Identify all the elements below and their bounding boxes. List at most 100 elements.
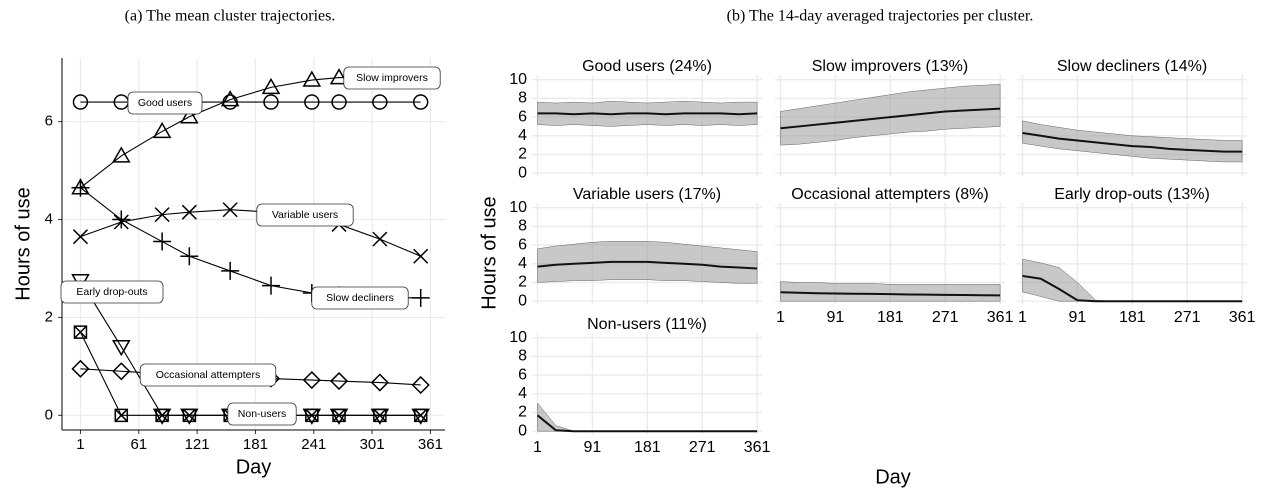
marker (261, 276, 280, 295)
series-label: Variable users (272, 209, 338, 221)
facet-title: Occasional attempters (8%) (791, 186, 988, 203)
marker (181, 204, 197, 220)
marker (112, 340, 131, 357)
x-tick-label: 121 (185, 436, 210, 453)
center-line (537, 112, 758, 116)
x-tick-label: 61 (130, 436, 147, 453)
x-tick-label: 1 (776, 309, 785, 326)
marker (220, 90, 240, 107)
y-tick-label: 6 (518, 236, 527, 253)
marker (152, 121, 172, 139)
facet-title: Slow improvers (13%) (812, 58, 968, 75)
marker (112, 146, 131, 163)
x-axis-label: Day (875, 466, 911, 488)
marker (331, 94, 347, 110)
marker (302, 371, 321, 390)
series-label: Occasional attempters (156, 369, 260, 381)
facet-title: Variable users (17%) (573, 186, 721, 203)
marker (71, 359, 90, 378)
x-tick-label: 181 (877, 309, 904, 326)
series-label: Early drop-outs (76, 286, 147, 298)
y-tick-label: 8 (518, 90, 527, 107)
y-tick-label: 0 (45, 406, 53, 423)
marker (222, 202, 238, 218)
marker (305, 408, 319, 423)
x-tick-label: 91 (1068, 309, 1086, 326)
series-label-box (256, 203, 354, 227)
x-tick-label: 361 (987, 309, 1014, 326)
y-axis-label: Hours of use (478, 196, 500, 309)
marker (154, 207, 170, 223)
series-label-box (343, 66, 441, 90)
x-tick-label: 181 (243, 436, 268, 453)
facet-title: Early drop-outs (13%) (1054, 186, 1210, 203)
series-line (80, 209, 421, 257)
y-tick-label: 10 (509, 71, 527, 88)
center-line (780, 107, 1001, 130)
y-tick-label: 4 (518, 127, 527, 144)
x-tick-label: 271 (1174, 309, 1201, 326)
y-tick-label: 4 (518, 255, 527, 272)
facet-title: Non-users (11%) (587, 316, 707, 333)
y-tick-label: 2 (518, 146, 527, 163)
marker (112, 210, 131, 229)
marker (180, 247, 199, 266)
series-label: Slow improvers (356, 72, 428, 84)
marker (372, 94, 388, 110)
x-tick-label: 181 (1119, 309, 1146, 326)
marker (72, 94, 89, 110)
y-tick-label: 4 (45, 210, 53, 227)
y-tick-label: 0 (518, 422, 527, 439)
facet-title: Good users (24%) (582, 58, 712, 75)
trajectory-band (780, 84, 1001, 146)
marker (114, 408, 129, 423)
caption-b: (b) The 14-day averaged trajectories per… (727, 8, 1034, 25)
x-tick-label: 361 (744, 439, 771, 456)
x-tick-label: 361 (1229, 309, 1256, 326)
series-label: Slow decliners (326, 292, 394, 304)
center-line (1022, 274, 1243, 303)
x-tick-label: 1 (533, 439, 542, 456)
y-tick-label: 8 (518, 348, 527, 365)
x-tick-label: 91 (583, 439, 601, 456)
series-label-box (227, 402, 297, 426)
x-tick-label: 1 (1018, 309, 1027, 326)
x-tick-label: 181 (634, 439, 661, 456)
x-tick-label: 301 (360, 436, 385, 453)
y-tick-label: 2 (518, 404, 527, 421)
y-tick-label: 4 (518, 385, 527, 402)
marker (370, 373, 389, 392)
y-tick-label: 10 (509, 199, 527, 216)
center-line (537, 260, 758, 270)
y-tick-label: 6 (518, 108, 527, 125)
marker (413, 408, 428, 423)
x-tick-label: 1 (76, 436, 84, 453)
marker (182, 408, 197, 423)
marker (261, 77, 281, 95)
marker (263, 94, 279, 110)
marker (411, 288, 430, 307)
center-line (780, 291, 1001, 297)
caption-a: (a) The mean cluster trajectories. (125, 8, 336, 25)
marker (221, 261, 240, 280)
y-tick-label: 2 (518, 274, 527, 291)
y-tick-label: 6 (518, 366, 527, 383)
x-tick-label: 271 (689, 439, 716, 456)
marker (329, 68, 349, 85)
marker (372, 231, 388, 247)
marker (413, 248, 429, 264)
marker (302, 70, 322, 87)
x-tick-label: 241 (301, 436, 326, 453)
y-tick-label: 8 (518, 218, 527, 235)
x-tick-label: 361 (418, 436, 443, 453)
x-tick-label: 271 (932, 309, 959, 326)
marker (180, 107, 199, 124)
marker (72, 229, 88, 245)
marker (332, 408, 346, 423)
marker (153, 232, 172, 251)
y-tick-label: 2 (45, 308, 53, 325)
series-label-box (127, 91, 203, 115)
marker (411, 375, 430, 395)
center-line (1022, 131, 1243, 153)
